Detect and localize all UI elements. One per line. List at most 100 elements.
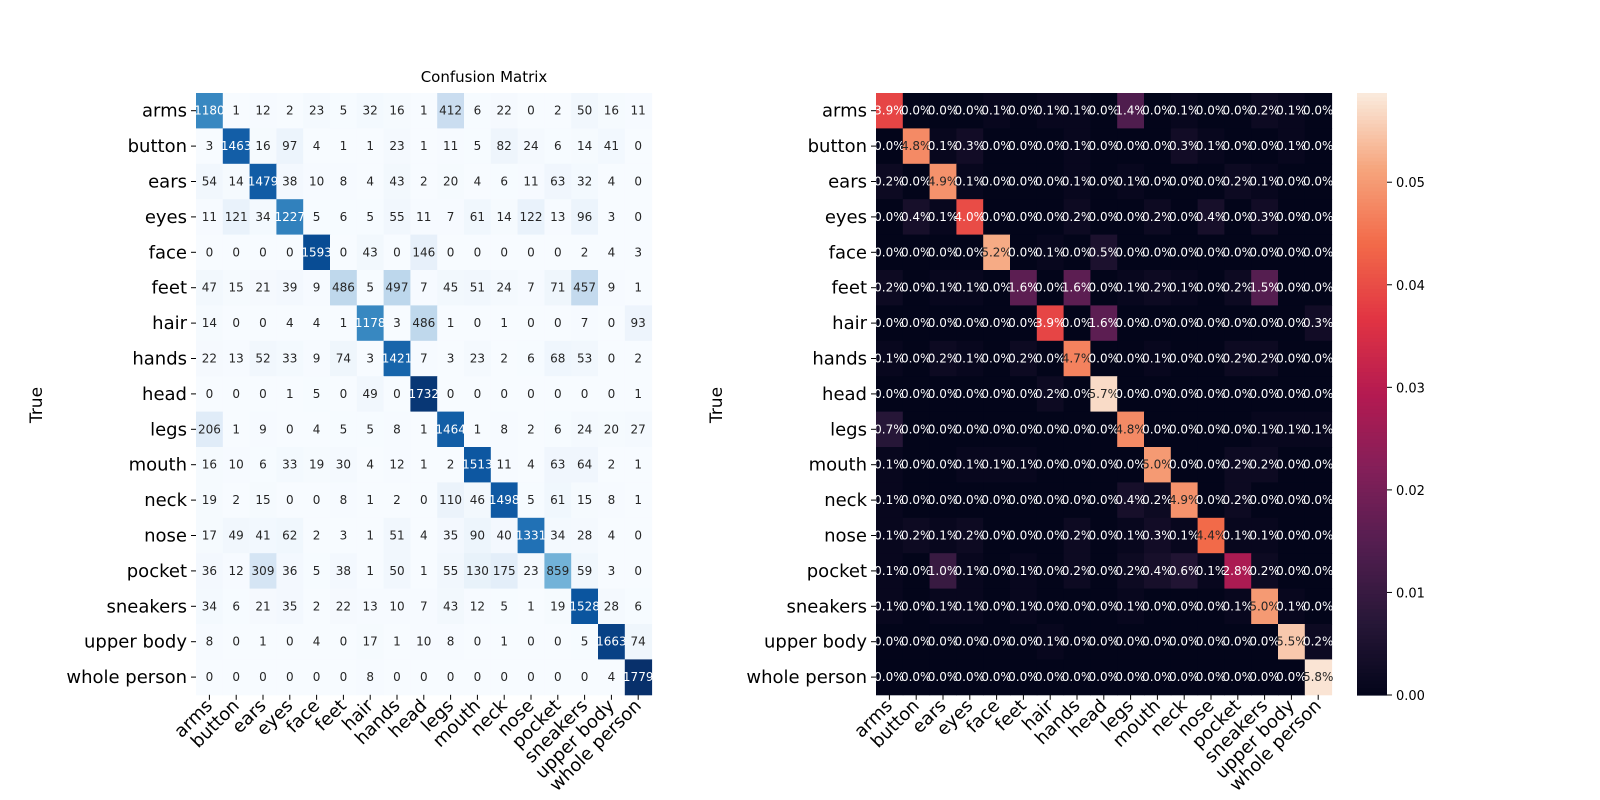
- heatmap-cell: [1010, 340, 1038, 377]
- cell-value-label: 2: [232, 493, 240, 507]
- colorbar-segment: [1357, 638, 1387, 643]
- heatmap-cell: [249, 517, 277, 554]
- heatmap-cell: [1304, 659, 1333, 696]
- cell-value-label: 5: [474, 139, 482, 153]
- cell-value-label: 0.1%: [1062, 104, 1093, 118]
- colorbar-segment: [1357, 247, 1387, 252]
- heatmap-cell: [983, 234, 1011, 271]
- colorbar-segment: [1357, 168, 1387, 173]
- heatmap-cell: [222, 270, 251, 306]
- heatmap-cell: [410, 234, 438, 271]
- colorbar-segment: [1357, 488, 1387, 493]
- cell-value-label: 0.0%: [901, 458, 932, 472]
- cell-value-label: 62: [282, 529, 297, 543]
- heatmap-cell: [1224, 199, 1252, 236]
- cell-value-label: 5: [366, 422, 374, 436]
- heatmap-cell: [303, 411, 331, 448]
- cell-value-label: 5: [366, 210, 374, 224]
- cell-value-label: 0.0%: [1196, 599, 1227, 613]
- heatmap-cell: [1010, 376, 1038, 413]
- cell-value-label: 0.0%: [1142, 175, 1173, 189]
- cell-value-label: 5: [313, 210, 321, 224]
- heatmap-cell: [249, 588, 277, 625]
- heatmap-cell: [249, 659, 277, 696]
- colorbar-segment: [1357, 593, 1387, 598]
- colorbar-segment: [1357, 378, 1387, 384]
- cell-value-label: 1421: [382, 352, 413, 366]
- heatmap-cell: [276, 659, 304, 696]
- cell-value-label: 6: [554, 422, 562, 436]
- heatmap-cell: [983, 128, 1011, 165]
- cell-value-label: 35: [443, 529, 458, 543]
- colorbar-segment: [1357, 454, 1387, 459]
- cell-value-label: 4: [286, 316, 294, 330]
- cell-value-label: 33: [282, 352, 297, 366]
- y-tick-label: mouth: [809, 455, 867, 476]
- cell-value-label: 0.1%: [874, 352, 905, 366]
- colorbar-segment: [1357, 341, 1387, 346]
- colorbar-segment: [1357, 450, 1387, 455]
- heatmap-cell: [1144, 270, 1172, 306]
- cell-value-label: 5: [313, 564, 321, 578]
- y-tick-label: pocket: [127, 561, 187, 582]
- heatmap-cell: [1304, 553, 1333, 590]
- cell-value-label: 7: [527, 281, 535, 295]
- heatmap-cell: [956, 482, 984, 519]
- cell-value-label: 0: [286, 422, 294, 436]
- colorbar-segment: [1357, 480, 1387, 485]
- heatmap-cell: [983, 93, 1011, 129]
- heatmap-cell: [1278, 447, 1306, 483]
- cell-value-label: 1: [447, 316, 455, 330]
- cell-value-label: 52: [255, 352, 270, 366]
- colorbar-segment: [1357, 209, 1387, 214]
- heatmap-cell: [1090, 659, 1118, 696]
- cell-value-label: 5.2%: [981, 245, 1012, 259]
- heatmap-cell: [303, 93, 331, 129]
- cell-value-label: 10: [416, 635, 431, 649]
- cell-value-label: 11: [497, 458, 512, 472]
- colorbar-segment: [1357, 424, 1387, 429]
- cell-value-label: 0.0%: [955, 493, 986, 507]
- heatmap-cell: [929, 163, 957, 200]
- heatmap-cell: [1251, 659, 1279, 696]
- heatmap-cell: [1278, 376, 1306, 413]
- colorbar-segment: [1357, 691, 1387, 696]
- heatmap-cell: [1304, 163, 1333, 200]
- heatmap-cell: [222, 305, 251, 342]
- heatmap-cell: [437, 340, 465, 377]
- heatmap-cell: [1090, 447, 1118, 483]
- cell-value-label: 0.1%: [1035, 245, 1066, 259]
- cell-value-label: 1: [474, 422, 482, 436]
- cell-value-label: 0.0%: [1303, 281, 1334, 295]
- cell-value-label: 0.4%: [1115, 493, 1146, 507]
- cell-value-label: 7: [447, 210, 455, 224]
- heatmap-cell: [1197, 659, 1225, 696]
- heatmap-cell: [544, 163, 572, 200]
- cell-value-label: 12: [229, 564, 244, 578]
- heatmap-cell: [544, 270, 572, 306]
- y-tick-label: legs: [830, 419, 867, 440]
- cell-value-label: 6: [527, 352, 535, 366]
- heatmap-cell: [490, 234, 519, 271]
- cell-value-label: 21: [255, 599, 270, 613]
- cell-value-label: 0.1%: [874, 529, 905, 543]
- cell-value-label: 0.0%: [928, 316, 959, 330]
- heatmap-cell: [276, 93, 304, 129]
- colorbar-segment: [1357, 224, 1387, 230]
- heatmap-cell: [956, 553, 984, 590]
- cell-value-label: 0.1%: [955, 458, 986, 472]
- cell-value-label: 8: [608, 493, 616, 507]
- colorbar-segment: [1357, 375, 1387, 380]
- heatmap-cell: [1278, 163, 1306, 200]
- cell-value-label: 16: [255, 139, 270, 153]
- heatmap-cell: [1278, 93, 1306, 129]
- heatmap-cell: [571, 659, 599, 696]
- cell-value-label: 0.0%: [1223, 210, 1254, 224]
- cell-value-label: 7: [420, 599, 428, 613]
- cell-value-label: 0: [340, 670, 348, 684]
- cell-value-label: 0.0%: [955, 387, 986, 401]
- heatmap-cell: [330, 482, 358, 519]
- cell-value-label: 24: [523, 139, 538, 153]
